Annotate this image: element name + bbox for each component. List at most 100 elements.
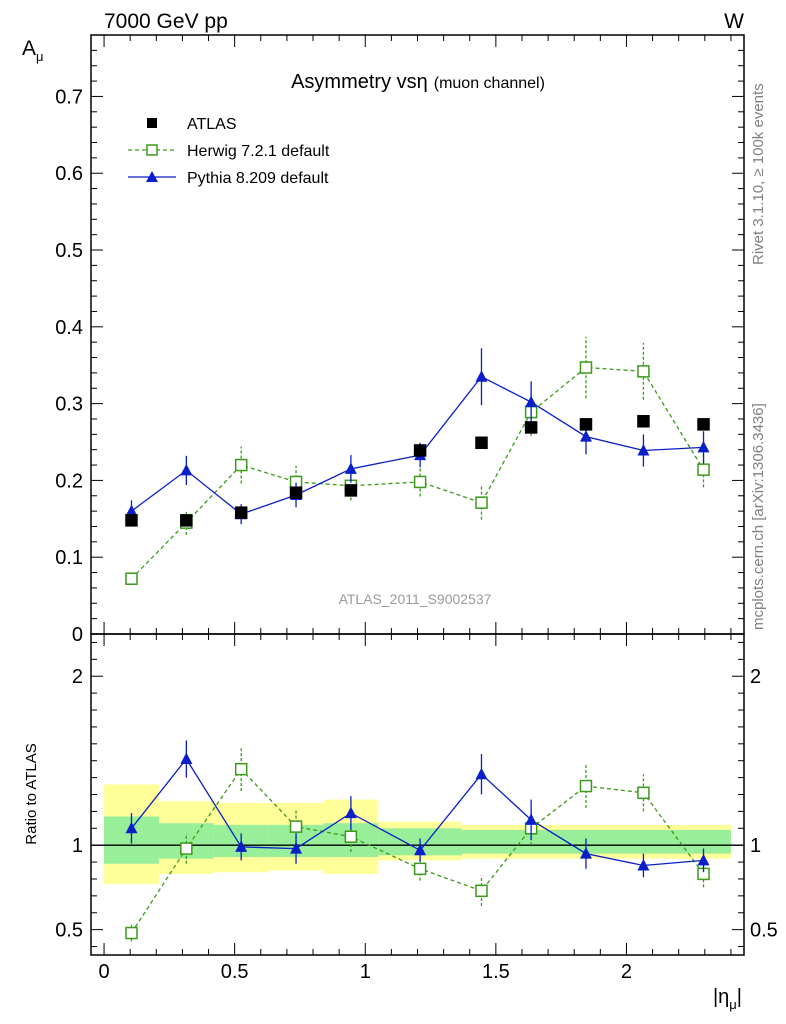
legend-item-pythia: Pythia 8.209 default — [128, 170, 329, 187]
legend-marker-atlas — [147, 118, 157, 128]
main-herwig-line — [131, 366, 705, 580]
main-y-tick-label: 0.5 — [55, 240, 83, 262]
ratio-pythia-point — [344, 806, 357, 819]
legend-label-pythia: Pythia 8.209 default — [187, 170, 329, 187]
ratio-x-tick-label: 1.5 — [482, 961, 510, 983]
legend-marker-herwig — [146, 144, 158, 156]
main-watermark: ATLAS_2011_S9002537 — [339, 591, 492, 607]
ratio-pythia-point — [414, 843, 427, 856]
main-pythia-point — [525, 395, 538, 408]
main-y-tick-label: 0.3 — [55, 394, 83, 416]
ratio-x-tick-label: 1 — [360, 961, 371, 983]
main-herwig-point — [413, 475, 427, 489]
ratio-x-tick-label: 0.5 — [221, 961, 249, 983]
main-title-symbol: η — [417, 71, 428, 93]
main-atlas-point — [234, 506, 248, 519]
main-herwig-point — [475, 496, 488, 509]
ratio-x-axis-label-sub: μ — [729, 997, 737, 1012]
side-text-upper: Rivet 3.1.10, ≥ 100k events — [750, 83, 767, 265]
ratio-pythia-point — [475, 767, 488, 780]
ratio-x-axis-label-text: |η — [713, 986, 729, 1008]
main-axes: 0 0.1 0.2 0.3 0.4 0.5 0.6 0.7 — [55, 34, 744, 646]
main-pythia-point — [579, 430, 592, 442]
main-plot-content — [125, 336, 710, 585]
ratio-y-tick-label-right: 1 — [750, 835, 761, 857]
main-atlas-point — [475, 436, 488, 450]
ratio-pythia-point — [125, 821, 138, 834]
legend-label-herwig: Herwig 7.2.1 default — [187, 143, 330, 160]
ratio-x-axis-label-end: | — [737, 986, 742, 1008]
ratio-pythia-point — [290, 842, 303, 854]
legend-item-atlas: ATLAS — [147, 116, 237, 133]
main-herwig-point — [697, 463, 710, 476]
main-pythia-point — [180, 463, 193, 476]
ratio-pythia-point — [637, 858, 650, 871]
ratio-plot-content — [91, 740, 744, 942]
ratio-pythia-point — [697, 853, 710, 866]
ratio-y-tick-label-right: 2 — [750, 666, 761, 688]
main-y-tick-label: 0.4 — [55, 317, 83, 339]
main-title: Asymmetry vsη (muon channel) — [291, 71, 545, 93]
legend-item-herwig: Herwig 7.2.1 default — [128, 143, 330, 160]
main-y-tick-label: 0.2 — [55, 470, 83, 492]
ratio-herwig-point — [637, 786, 650, 800]
ratio-herwig-point — [413, 862, 427, 876]
main-herwig-point — [579, 361, 593, 374]
main-y-axis-label-sub: μ — [36, 49, 44, 64]
main-panel: 0 0.1 0.2 0.3 0.4 0.5 0.6 0.7 Asymmetry vsη (muo… — [22, 34, 745, 646]
ratio-y-tick-label-right: 0.5 — [750, 920, 778, 942]
side-text-lower: mcplots.cern.ch [arXiv:1306.3436] — [750, 403, 767, 630]
ratio-y-tick-label: 0.5 — [55, 920, 83, 942]
legend: ATLAS Herwig 7.2.1 default Pythia 8.209 … — [128, 116, 330, 187]
ratio-pythia-point — [579, 847, 592, 859]
ratio-y-axis-label: Ratio to ATLAS — [23, 743, 40, 844]
ratio-inner-band — [673, 829, 731, 854]
ratio-herwig-point — [579, 779, 593, 793]
header-right: W — [724, 10, 744, 33]
ratio-axes: 0.5 0.5 1 1 2 2 0 0.5 1 1.5 2 — [55, 634, 778, 983]
ratio-herwig-point — [234, 762, 248, 776]
ratio-x-tick-label: 2 — [621, 961, 632, 983]
main-title-text: Asymmetry vs — [291, 71, 417, 93]
main-atlas-point — [413, 444, 427, 457]
main-atlas-point — [637, 415, 650, 428]
main-herwig-point — [637, 365, 650, 378]
main-herwig-point — [125, 572, 138, 585]
ratio-herwig-point — [344, 830, 358, 843]
ratio-pythia-point — [525, 813, 538, 825]
main-pythia-point — [637, 443, 650, 456]
ratio-inner-band — [461, 829, 502, 854]
ratio-x-axis-label: |ημ| — [713, 986, 742, 1012]
main-atlas-point — [125, 514, 138, 527]
legend-marker-pythia — [146, 171, 158, 182]
main-pythia-point — [344, 462, 357, 474]
ratio-inner-band — [613, 829, 674, 854]
main-pythia-point — [125, 504, 138, 517]
main-atlas-point — [697, 418, 710, 431]
legend-label-atlas: ATLAS — [187, 116, 237, 133]
ratio-x-tick-label: 0 — [98, 961, 109, 983]
main-title-suffix: (muon channel) — [434, 75, 545, 92]
ratio-y-tick-label: 2 — [72, 666, 83, 688]
main-atlas-point — [289, 486, 303, 499]
main-y-tick-label: 0 — [72, 624, 83, 646]
ratio-y-tick-label: 1 — [72, 835, 83, 857]
main-y-tick-label: 0.6 — [55, 163, 83, 185]
ratio-herwig-point — [289, 820, 303, 833]
main-atlas-point — [344, 484, 358, 497]
ratio-herwig-point — [475, 884, 488, 898]
main-y-axis-label: Aμ — [22, 37, 44, 64]
main-y-tick-label: 0.7 — [55, 86, 83, 108]
main-atlas-point — [579, 418, 593, 431]
ratio-panel: 0.5 0.5 1 1 2 2 0 0.5 1 1.5 2 Ratio to ATLAS |ημ| — [23, 633, 778, 1012]
ratio-pythia-point — [180, 752, 193, 765]
main-pythia-point — [475, 370, 488, 382]
ratio-pythia-point — [235, 840, 248, 852]
main-herwig-point — [234, 458, 248, 472]
main-pythia-point — [697, 440, 710, 453]
main-y-axis-label-text: A — [22, 37, 36, 60]
header-left: 7000 GeV pp — [104, 10, 228, 33]
ratio-herwig-point — [180, 842, 193, 855]
main-y-tick-label: 0.1 — [55, 547, 83, 569]
